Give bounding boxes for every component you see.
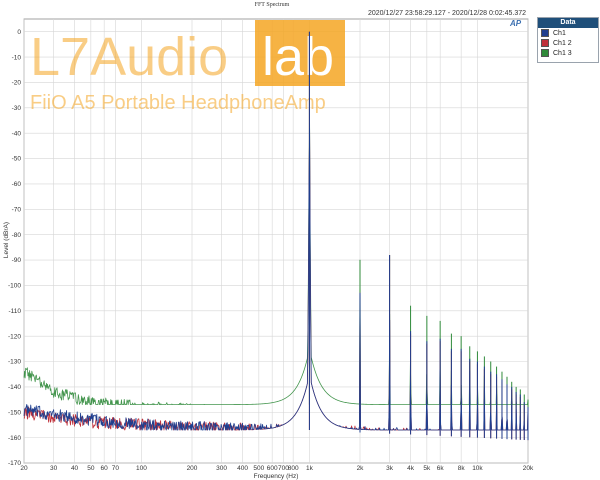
x-tick-label-7: 200 [187, 465, 198, 472]
legend-swatch-ch1 [541, 29, 549, 37]
x-tick-label-16: 3k [386, 465, 394, 472]
x-tick-label-17: 4k [407, 465, 415, 472]
y-tick-label-0: 0 [17, 29, 21, 36]
legend-item-ch1-3[interactable]: Ch1 3 [538, 48, 598, 58]
y-tick-label-9: -90 [12, 257, 22, 264]
y-tick-label-11: -110 [8, 308, 21, 315]
y-tick-label-15: -150 [8, 409, 21, 416]
y-tick-label-17: -170 [8, 460, 21, 467]
x-tick-label-4: 60 [101, 465, 109, 472]
y-tick-label-1: -10 [12, 54, 22, 61]
y-tick-label-16: -160 [8, 435, 21, 442]
x-tick-label-10: 500 [253, 465, 264, 472]
x-tick-label-12: 700 [278, 465, 289, 472]
grid-lines [23, 19, 529, 464]
x-tick-label-19: 6k [437, 465, 445, 472]
x-tick-label-13: 800 [288, 465, 299, 472]
watermark-lab-box [255, 20, 345, 86]
x-tick-label-22: 20k [523, 465, 534, 472]
legend-label-ch1: Ch1 [553, 29, 566, 37]
y-tick-label-10: -100 [8, 283, 21, 290]
chart-title: FFT Spectrum [255, 2, 290, 8]
x-tick-label-8: 300 [216, 465, 227, 472]
legend-item-ch1[interactable]: Ch1 [538, 28, 598, 38]
series-line-0 [23, 127, 529, 431]
y-tick-labels: 0 -10 -20 -30 -40 -50 -60 -70 -80 -90 -100 -110 -120… [8, 29, 21, 467]
x-tick-label-18: 5k [423, 465, 431, 472]
x-tick-label-9: 400 [237, 465, 248, 472]
legend-title: Data [538, 18, 598, 28]
y-tick-label-13: -130 [8, 359, 21, 366]
legend-label-ch1-2: Ch1 2 [553, 39, 572, 47]
y-tick-label-6: -60 [12, 181, 22, 188]
x-tick-label-3: 50 [87, 465, 95, 472]
legend-label-ch1-3: Ch1 3 [553, 49, 572, 57]
y-tick-label-8: -80 [12, 232, 22, 239]
y-tick-label-14: -140 [8, 384, 21, 391]
x-tick-label-14: 1k [306, 465, 314, 472]
x-tick-label-5: 70 [112, 465, 120, 472]
legend-swatch-ch1-3 [541, 49, 549, 57]
watermark-product: FiiO A5 Portable HeadphoneAmp [30, 92, 326, 114]
watermark: L7Audio lab FiiO A5 Portable HeadphoneAm… [30, 20, 345, 114]
plot-area [23, 18, 529, 464]
y-axis-label: Level (dBrA) [3, 222, 10, 258]
y-tick-label-5: -50 [12, 156, 22, 163]
x-tick-label-20: 8k [458, 465, 466, 472]
y-tick-label-2: -20 [12, 80, 22, 87]
chart-timestamp: 2020/12/27 23:58:29.127 - 2020/12/28 0:0… [368, 10, 526, 17]
y-tick-label-12: -120 [8, 333, 21, 340]
legend-item-ch1-2[interactable]: Ch1 2 [538, 38, 598, 48]
x-axis-label: Frequency (Hz) [254, 473, 299, 480]
series-line-2 [23, 121, 529, 406]
x-tick-label-1: 30 [50, 465, 58, 472]
x-tick-label-2: 40 [71, 465, 79, 472]
legend: Data Ch1 Ch1 2 Ch1 3 [537, 17, 599, 63]
legend-swatch-ch1-2 [541, 39, 549, 47]
x-tick-label-0: 20 [20, 465, 28, 472]
ap-logo: AP [510, 19, 522, 28]
x-tick-label-21: 10k [472, 465, 483, 472]
y-tick-label-3: -30 [12, 105, 22, 112]
y-tick-label-4: -40 [12, 130, 22, 137]
x-tick-label-6: 100 [136, 465, 147, 472]
y-tick-label-7: -70 [12, 206, 22, 213]
x-tick-label-15: 2k [357, 465, 365, 472]
x-tick-label-11: 600 [267, 465, 278, 472]
watermark-brand-right: lab [262, 27, 334, 87]
watermark-brand-left: L7Audio [30, 27, 228, 87]
series-layer [23, 31, 529, 441]
